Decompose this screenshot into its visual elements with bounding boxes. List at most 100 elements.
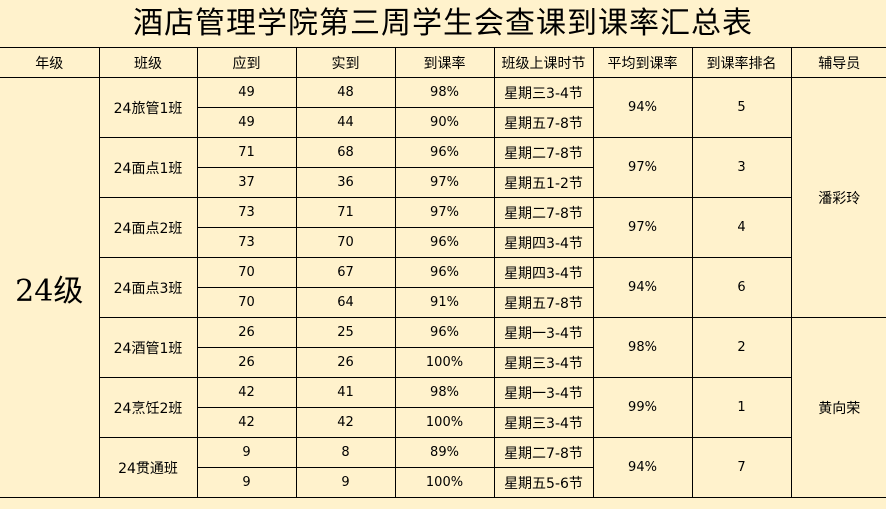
rate-cell[interactable]: 96%: [394, 137, 495, 168]
attendance-table: 年级 班级 应到 实到 到课率 班级上课时节 平均到课率 到课率排名 辅导员 2…: [0, 47, 886, 498]
class-time-cell[interactable]: 星期三3-4节: [493, 77, 594, 108]
actual-cell[interactable]: 41: [295, 377, 396, 408]
expected-cell[interactable]: 42: [196, 377, 297, 408]
rate-cell[interactable]: 100%: [394, 407, 495, 438]
rate-cell[interactable]: 91%: [394, 287, 495, 318]
class-time-cell[interactable]: 星期三3-4节: [493, 347, 594, 378]
expected-cell[interactable]: 70: [196, 287, 297, 318]
header-class-time[interactable]: 班级上课时节: [493, 47, 594, 78]
table-row: 9 9 100% 星期五5-6节: [0, 467, 886, 498]
expected-cell[interactable]: 73: [196, 197, 297, 228]
table-row: 24烹饪2班 42 41 98% 星期一3-4节 99% 1: [0, 377, 886, 438]
class-time-cell[interactable]: 星期二7-8节: [493, 197, 594, 228]
expected-cell[interactable]: 49: [196, 77, 297, 108]
expected-cell[interactable]: 49: [196, 107, 297, 138]
class-time-cell[interactable]: 星期五1-2节: [493, 167, 594, 198]
expected-cell[interactable]: 70: [196, 257, 297, 288]
rate-cell[interactable]: 98%: [394, 77, 495, 108]
rank-cell[interactable]: 6: [691, 257, 792, 318]
actual-cell[interactable]: 71: [295, 197, 396, 228]
class-name-cell[interactable]: 24旅管1班: [98, 77, 198, 138]
rate-cell[interactable]: 90%: [394, 107, 495, 138]
rank-cell[interactable]: 5: [691, 77, 792, 138]
rank-cell[interactable]: 4: [691, 197, 792, 258]
class-name-cell[interactable]: 24烹饪2班: [98, 377, 198, 438]
average-rate-cell[interactable]: 99%: [592, 377, 693, 438]
class-time-cell[interactable]: 星期二7-8节: [493, 137, 594, 168]
table-row: 26 26 100% 星期三3-4节: [0, 347, 886, 378]
actual-cell[interactable]: 8: [295, 437, 396, 468]
rank-cell[interactable]: 2: [691, 317, 792, 378]
expected-cell[interactable]: 42: [196, 407, 297, 438]
rate-cell[interactable]: 89%: [394, 437, 495, 468]
class-name-cell[interactable]: 24面点1班: [98, 137, 198, 198]
header-row: 年级 班级 应到 实到 到课率 班级上课时节 平均到课率 到课率排名 辅导员: [0, 47, 886, 78]
rank-cell[interactable]: 1: [691, 377, 792, 438]
class-time-cell[interactable]: 星期四3-4节: [493, 257, 594, 288]
header-rate[interactable]: 到课率: [394, 47, 495, 78]
header-actual[interactable]: 实到: [295, 47, 396, 78]
class-time-cell[interactable]: 星期三3-4节: [493, 407, 594, 438]
rate-cell[interactable]: 97%: [394, 167, 495, 198]
expected-cell[interactable]: 26: [196, 317, 297, 348]
class-time-cell[interactable]: 星期五7-8节: [493, 107, 594, 138]
class-name-cell[interactable]: 24面点3班: [98, 257, 198, 318]
actual-cell[interactable]: 36: [295, 167, 396, 198]
actual-cell[interactable]: 26: [295, 347, 396, 378]
rank-cell[interactable]: 7: [691, 437, 792, 498]
header-tutor[interactable]: 辅导员: [790, 47, 886, 78]
actual-cell[interactable]: 67: [295, 257, 396, 288]
table-row: 24酒管1班 26 25 96% 星期一3-4节 98% 2 黄向荣: [0, 317, 886, 498]
actual-cell[interactable]: 25: [295, 317, 396, 348]
actual-cell[interactable]: 70: [295, 227, 396, 258]
expected-cell[interactable]: 71: [196, 137, 297, 168]
table-row: 70 64 91% 星期五7-8节: [0, 287, 886, 318]
grade-cell[interactable]: 24级: [0, 77, 100, 498]
class-time-cell[interactable]: 星期五7-8节: [493, 287, 594, 318]
header-rank[interactable]: 到课率排名: [691, 47, 792, 78]
class-time-cell[interactable]: 星期一3-4节: [493, 377, 594, 408]
actual-cell[interactable]: 68: [295, 137, 396, 168]
class-name-cell[interactable]: 24酒管1班: [98, 317, 198, 378]
class-time-cell[interactable]: 星期一3-4节: [493, 317, 594, 348]
rate-cell[interactable]: 100%: [394, 347, 495, 378]
expected-cell[interactable]: 73: [196, 227, 297, 258]
rate-cell[interactable]: 96%: [394, 257, 495, 288]
average-rate-cell[interactable]: 94%: [592, 77, 693, 138]
rate-cell[interactable]: 100%: [394, 467, 495, 498]
class-name-cell[interactable]: 24面点2班: [98, 197, 198, 258]
average-rate-cell[interactable]: 94%: [592, 257, 693, 318]
expected-cell[interactable]: 37: [196, 167, 297, 198]
rate-cell[interactable]: 96%: [394, 227, 495, 258]
actual-cell[interactable]: 9: [295, 467, 396, 498]
actual-cell[interactable]: 42: [295, 407, 396, 438]
actual-cell[interactable]: 64: [295, 287, 396, 318]
table-row: 49 44 90% 星期五7-8节: [0, 107, 886, 138]
average-rate-cell[interactable]: 94%: [592, 437, 693, 498]
header-class[interactable]: 班级: [98, 47, 198, 78]
expected-cell[interactable]: 9: [196, 467, 297, 498]
expected-cell[interactable]: 9: [196, 437, 297, 468]
rate-cell[interactable]: 97%: [394, 197, 495, 228]
average-rate-cell[interactable]: 98%: [592, 317, 693, 378]
tutor-cell[interactable]: 潘彩玲: [790, 77, 886, 318]
class-time-cell[interactable]: 星期四3-4节: [493, 227, 594, 258]
tutor-cell[interactable]: 黄向荣: [790, 317, 886, 498]
average-rate-cell[interactable]: 97%: [592, 137, 693, 198]
table-row: 73 70 96% 星期四3-4节: [0, 227, 886, 258]
rank-cell[interactable]: 3: [691, 137, 792, 198]
header-grade[interactable]: 年级: [0, 47, 100, 78]
actual-cell[interactable]: 48: [295, 77, 396, 108]
class-time-cell[interactable]: 星期五5-6节: [493, 467, 594, 498]
header-average-rate[interactable]: 平均到课率: [592, 47, 693, 78]
header-expected[interactable]: 应到: [196, 47, 297, 78]
average-rate-cell[interactable]: 97%: [592, 197, 693, 258]
expected-cell[interactable]: 26: [196, 347, 297, 378]
rate-cell[interactable]: 96%: [394, 317, 495, 348]
sheet-title: 酒店管理学院第三周学生会查课到课率汇总表: [133, 6, 753, 41]
actual-cell[interactable]: 44: [295, 107, 396, 138]
class-name-cell[interactable]: 24贯通班: [98, 437, 198, 498]
class-time-cell[interactable]: 星期二7-8节: [493, 437, 594, 468]
rate-cell[interactable]: 98%: [394, 377, 495, 408]
table-row: 24面点3班 70 67 96% 星期四3-4节 94% 6: [0, 257, 886, 318]
